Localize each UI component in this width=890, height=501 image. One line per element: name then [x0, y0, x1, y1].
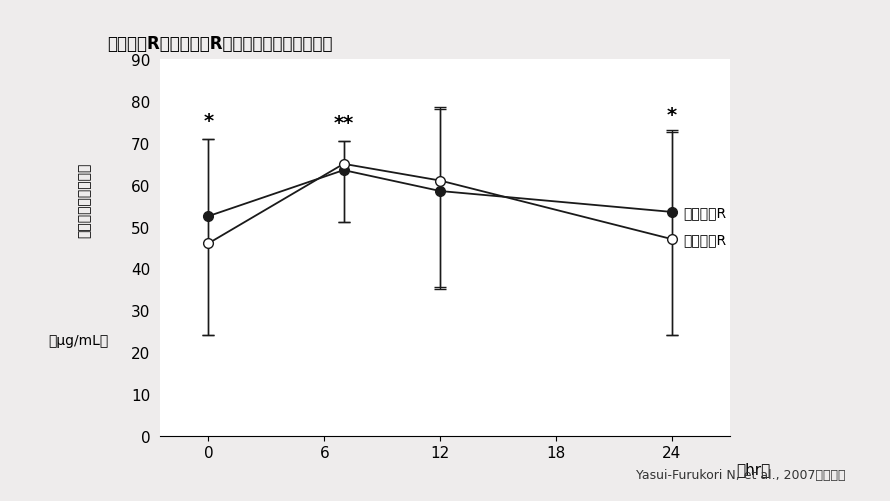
Text: デパケンRとセレニカRの血中濃度の推移の比較: デパケンRとセレニカRの血中濃度の推移の比較 — [107, 35, 332, 53]
Text: **: ** — [334, 114, 353, 133]
Text: セレニカR: セレニカR — [684, 205, 726, 219]
Text: （hr）: （hr） — [737, 461, 771, 476]
Text: 血中バルプロ酸濃度: 血中バルプロ酸濃度 — [77, 163, 92, 238]
Text: *: * — [204, 112, 214, 131]
Text: （μg/mL）: （μg/mL） — [48, 334, 109, 348]
Text: Yasui-Furukori N, et al., 2007より引用: Yasui-Furukori N, et al., 2007より引用 — [636, 468, 846, 481]
Text: *: * — [667, 106, 677, 125]
Text: デパケンR: デパケンR — [684, 232, 726, 246]
